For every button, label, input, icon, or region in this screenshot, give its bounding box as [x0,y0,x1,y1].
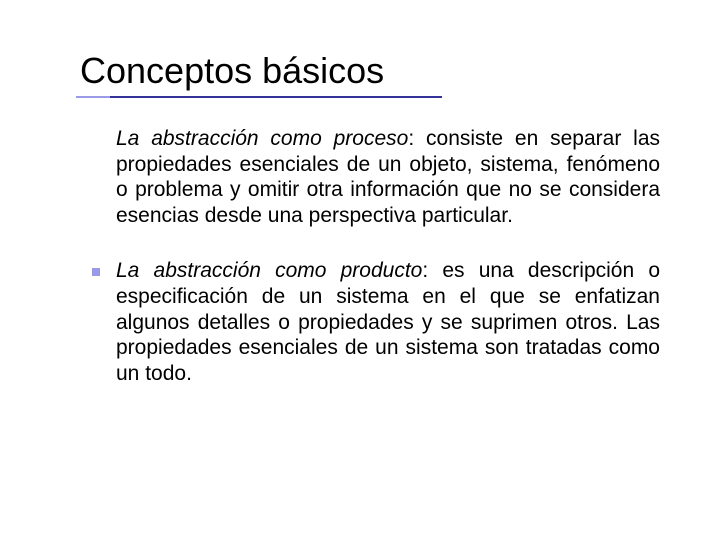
title-underline [76,96,442,98]
bullet-icon [92,268,100,276]
slide-title: Conceptos básicos [80,50,660,98]
underline-main [110,96,442,98]
slide: Conceptos básicos La abstracción como pr… [0,0,720,540]
lead-phrase: La abstracción como proceso [116,127,408,150]
lead-phrase: La abstracción como producto [116,259,422,282]
slide-body: La abstracción como proceso: consiste en… [92,126,660,386]
title-block: Conceptos básicos [80,50,660,98]
paragraph: La abstracción como producto: es una des… [92,258,660,386]
underline-accent [76,96,110,98]
paragraph: La abstracción como proceso: consiste en… [92,126,660,228]
